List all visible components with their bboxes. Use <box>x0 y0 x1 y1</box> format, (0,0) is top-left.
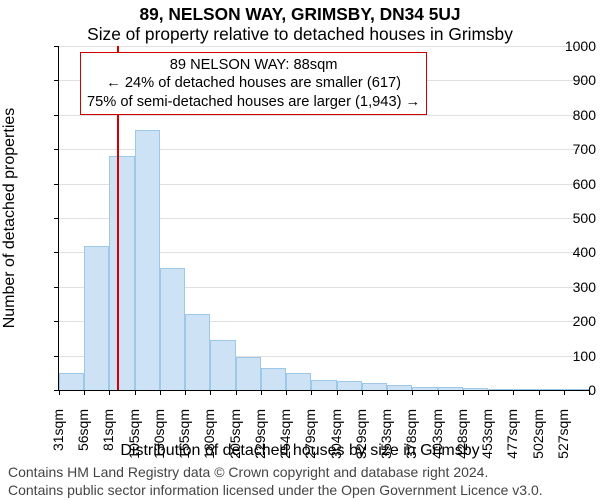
x-tick-label: 130sqm <box>151 409 167 459</box>
x-tick <box>160 390 161 395</box>
histogram-bar <box>135 130 160 390</box>
annotation-line-1: 89 NELSON WAY: 88sqm <box>87 56 420 74</box>
histogram-bar <box>160 268 185 390</box>
histogram-bar <box>513 389 538 390</box>
x-tick <box>311 390 312 395</box>
x-tick <box>185 390 186 395</box>
histogram-bar <box>185 314 210 390</box>
histogram-bar <box>337 381 362 390</box>
y-tick <box>54 184 59 185</box>
x-tick-label: 254sqm <box>277 409 293 459</box>
gridline-h <box>59 46 589 47</box>
y-tick <box>54 115 59 116</box>
y-tick-label: 400 <box>544 244 596 260</box>
x-tick <box>59 390 60 395</box>
histogram-bar <box>311 380 336 390</box>
histogram-bar <box>59 373 84 390</box>
x-tick-label: 428sqm <box>454 409 470 459</box>
x-tick-label: 155sqm <box>176 409 192 459</box>
y-tick-label: 700 <box>544 141 596 157</box>
histogram-bar <box>362 383 387 390</box>
y-tick <box>54 356 59 357</box>
x-tick <box>261 390 262 395</box>
x-tick <box>362 390 363 395</box>
x-tick <box>513 390 514 395</box>
y-tick-label: 300 <box>544 279 596 295</box>
chart-title: Size of property relative to detached ho… <box>0 24 600 45</box>
x-tick-label: 56sqm <box>75 409 91 459</box>
x-tick <box>210 390 211 395</box>
x-tick <box>387 390 388 395</box>
y-tick-label: 600 <box>544 176 596 192</box>
y-tick-label: 100 <box>544 348 596 364</box>
x-tick-label: 205sqm <box>227 409 243 459</box>
x-tick <box>488 390 489 395</box>
x-tick <box>539 390 540 395</box>
x-tick <box>109 390 110 395</box>
x-tick-label: 229sqm <box>252 409 268 459</box>
y-tick <box>54 252 59 253</box>
footer-line-2: Contains public sector information licen… <box>8 482 543 500</box>
x-tick-label: 353sqm <box>378 409 394 459</box>
x-tick-label: 180sqm <box>201 409 217 459</box>
histogram-bar <box>109 156 134 390</box>
y-tick-label: 200 <box>544 313 596 329</box>
x-tick-label: 527sqm <box>555 409 571 459</box>
x-tick-label: 31sqm <box>50 409 66 459</box>
y-tick-label: 0 <box>544 382 596 398</box>
y-tick <box>54 218 59 219</box>
x-tick <box>286 390 287 395</box>
x-tick-label: 279sqm <box>302 409 318 459</box>
footer-line-1: Contains HM Land Registry data © Crown c… <box>8 464 543 482</box>
y-tick <box>54 46 59 47</box>
x-tick <box>236 390 237 395</box>
histogram-bar <box>488 389 513 390</box>
histogram-bar <box>84 246 109 390</box>
x-tick-label: 453sqm <box>479 409 495 459</box>
annotation-line-2: ← 24% of detached houses are smaller (61… <box>87 74 420 92</box>
x-tick <box>337 390 338 395</box>
histogram-bar <box>236 357 261 390</box>
y-tick-label: 500 <box>544 210 596 226</box>
x-tick <box>135 390 136 395</box>
histogram-bar <box>387 385 412 390</box>
x-tick-label: 378sqm <box>403 409 419 459</box>
histogram-bar <box>210 340 235 390</box>
y-tick <box>54 149 59 150</box>
histogram-bar <box>438 387 463 390</box>
y-tick-label: 900 <box>544 72 596 88</box>
x-tick-label: 477sqm <box>504 409 520 459</box>
histogram-bar <box>261 368 286 390</box>
x-tick <box>438 390 439 395</box>
y-tick <box>54 80 59 81</box>
annotation-line-3: 75% of semi-detached houses are larger (… <box>87 93 420 111</box>
x-tick-label: 105sqm <box>126 409 142 459</box>
y-axis-label: Number of detached properties <box>1 46 19 390</box>
x-tick-label: 403sqm <box>429 409 445 459</box>
attribution-footer: Contains HM Land Registry data © Crown c… <box>8 464 543 499</box>
x-tick <box>412 390 413 395</box>
histogram-bar <box>286 373 311 390</box>
y-tick <box>54 287 59 288</box>
property-annotation-box: 89 NELSON WAY: 88sqm ← 24% of detached h… <box>80 52 427 115</box>
x-tick <box>463 390 464 395</box>
y-tick-label: 800 <box>544 107 596 123</box>
x-tick-label: 81sqm <box>100 409 116 459</box>
chart-supertitle: 89, NELSON WAY, GRIMSBY, DN34 5UJ <box>0 4 600 25</box>
y-tick <box>54 321 59 322</box>
y-tick-label: 1000 <box>544 38 596 54</box>
histogram-bar <box>463 388 488 390</box>
x-tick <box>84 390 85 395</box>
x-tick-label: 502sqm <box>530 409 546 459</box>
histogram-bar <box>412 387 437 390</box>
x-tick-label: 329sqm <box>353 409 369 459</box>
x-tick-label: 304sqm <box>328 409 344 459</box>
